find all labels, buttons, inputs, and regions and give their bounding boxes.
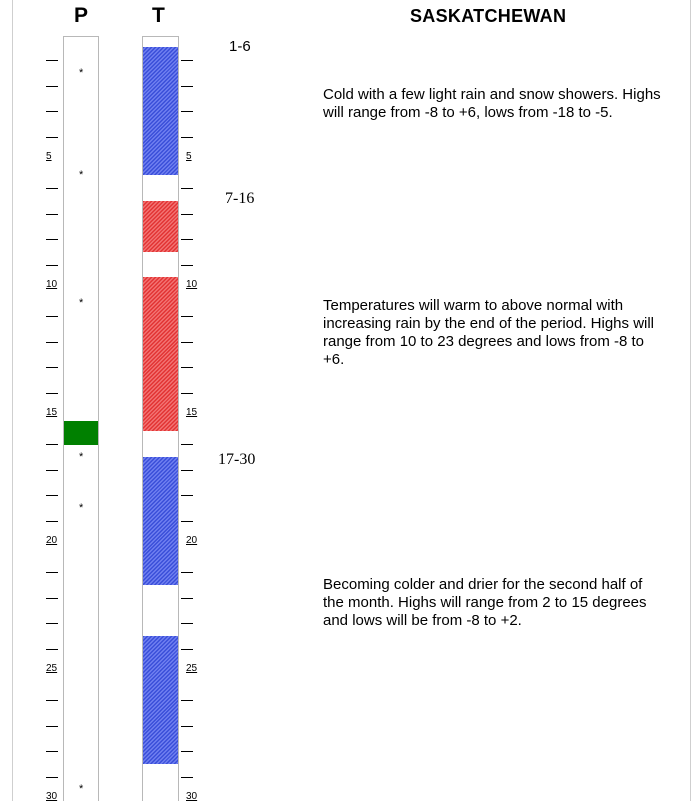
day-tick [181,751,193,753]
day-tick [181,469,193,471]
day-tick [46,648,58,650]
day-label: 5 [46,151,52,163]
day-tick [46,725,58,727]
temp-column-header: T [152,4,165,27]
day-tick [46,264,58,266]
day-tick [46,213,58,215]
day-label: 30 [46,791,58,802]
day-tick [46,623,58,625]
day-label: 20 [186,535,198,547]
day-label: 25 [46,663,58,675]
day-tick [181,213,193,215]
day-tick [181,648,193,650]
day-tick [181,444,193,445]
day-label: 5 [186,151,192,163]
day-tick [46,239,58,241]
temp-segment-warm [143,277,178,431]
precip-star: * [79,501,84,514]
period-forecast-3: Becoming colder and drier for the second… [323,576,647,629]
day-tick [181,700,193,701]
day-tick [181,136,193,138]
period-label-2: 7-16 [225,190,255,207]
day-tick [181,316,193,317]
region-title: SASKATCHEWAN [410,6,567,26]
day-label: 15 [186,407,198,419]
day-tick [181,367,193,369]
day-tick [46,572,58,573]
day-tick [181,60,193,61]
temp-segment-cold [143,635,178,764]
day-tick [181,495,193,497]
day-tick [46,85,58,87]
day-tick [46,60,58,61]
day-tick [46,392,58,394]
day-tick [46,188,58,189]
day-tick [46,367,58,369]
day-tick [46,316,58,317]
period-label-1: 1-6 [229,38,251,55]
day-label: 30 [186,791,198,802]
day-tick [181,85,193,87]
right-frame-line [690,0,691,801]
day-tick [46,444,58,445]
precip-star: * [79,783,84,796]
day-tick [181,341,193,343]
day-label: 25 [186,663,198,675]
day-tick [181,239,193,241]
precip-star: * [79,169,84,181]
day-tick [46,111,58,113]
precip-star: * [79,66,84,79]
day-label: 20 [46,535,58,547]
period-forecast-1: Cold with a few light rain and snow show… [323,86,661,121]
temp-segment-cold [143,47,178,175]
precip-star: * [79,450,84,463]
day-label: 15 [46,407,58,419]
precip-block [64,421,98,445]
precip-column-header: P [74,4,89,27]
day-tick [181,264,193,266]
temp-segment-warm [143,200,178,252]
day-tick [181,597,193,599]
day-tick [181,623,193,625]
day-tick [181,111,193,113]
day-tick [46,700,58,701]
day-tick [46,495,58,497]
day-tick [46,341,58,343]
day-tick [181,520,193,522]
day-tick [181,188,193,189]
day-tick [46,597,58,599]
day-tick [181,392,193,394]
day-tick [46,520,58,522]
day-tick [181,572,193,573]
day-label: 10 [46,279,58,291]
day-label: 10 [186,279,198,291]
day-tick [46,136,58,138]
day-tick [46,776,58,778]
day-tick [181,725,193,727]
left-frame-line [12,0,13,801]
precip-bar [63,36,99,801]
day-tick [46,751,58,753]
temp-segment-cold [143,456,178,585]
period-forecast-2: Temperatures will warm to above normal w… [323,297,655,368]
period-label-3: 17-30 [218,451,256,468]
day-tick [46,469,58,471]
day-tick [181,776,193,778]
precip-star: * [79,297,84,309]
